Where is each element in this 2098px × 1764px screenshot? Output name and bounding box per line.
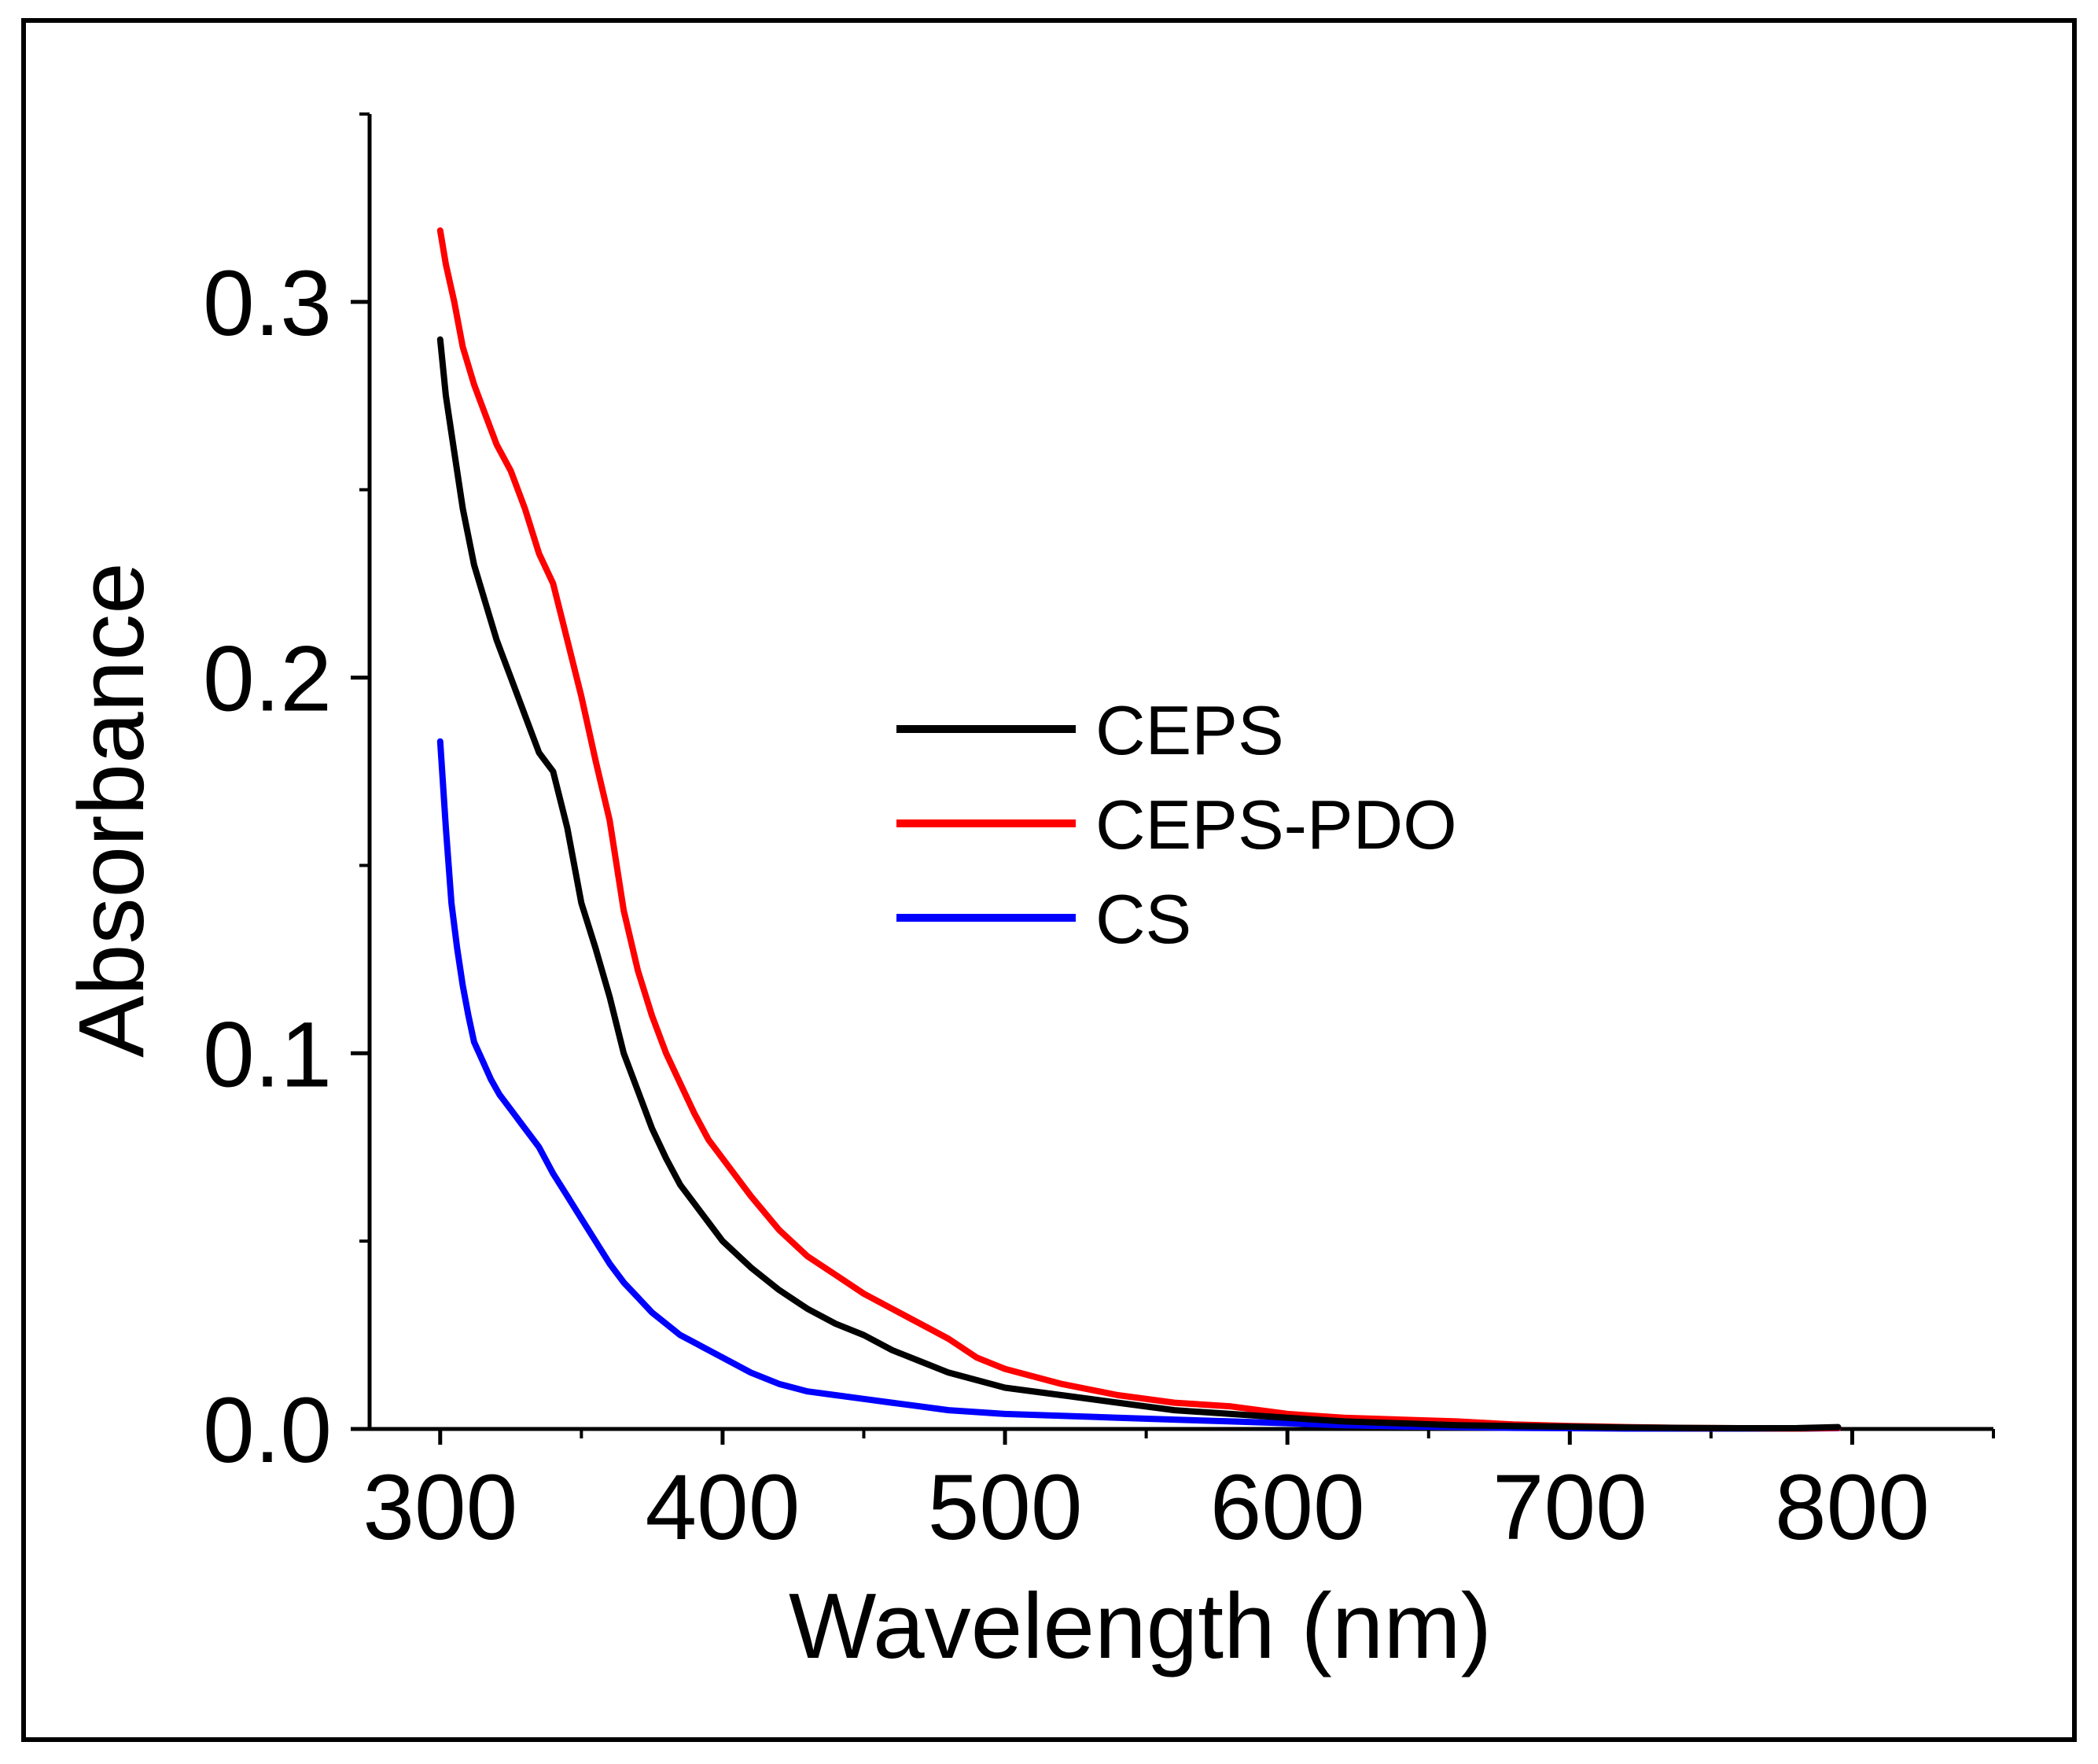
x-tick-label: 700 (1493, 1456, 1647, 1560)
legend-label-ceps: CEPS (1095, 691, 1284, 769)
x-tick-label: 500 (928, 1456, 1083, 1560)
legend-label-ceps-pdo: CEPS-PDO (1095, 786, 1457, 864)
series-line-ceps (436, 336, 1842, 1431)
x-tick-label: 800 (1775, 1456, 1930, 1560)
y-tick-label: 0.2 (203, 628, 332, 731)
y-ticks: 0.0 0.1 0.2 0.3 (203, 112, 370, 1482)
figure-border (21, 18, 2077, 1742)
x-ticks: 300 400 500 600 700 800 (363, 1429, 1995, 1560)
x-tick-label: 400 (645, 1456, 800, 1560)
y-tick-label: 0.3 (203, 252, 332, 355)
legend: CEPS CEPS-PDO CS (896, 691, 1457, 958)
series-line-cs (436, 738, 1842, 1432)
y-axis-label: Absorbance (60, 562, 164, 1058)
y-tick-label: 0.1 (203, 1003, 332, 1107)
x-tick-label: 600 (1210, 1456, 1365, 1560)
series-line-ceps-pdo (436, 227, 1842, 1432)
y-tick-label: 0.0 (203, 1379, 332, 1482)
series-lines (436, 227, 1842, 1432)
x-axis-label: Wavelength (nm) (789, 1574, 1492, 1678)
legend-label-cs: CS (1095, 880, 1191, 958)
x-tick-label: 300 (363, 1456, 517, 1560)
